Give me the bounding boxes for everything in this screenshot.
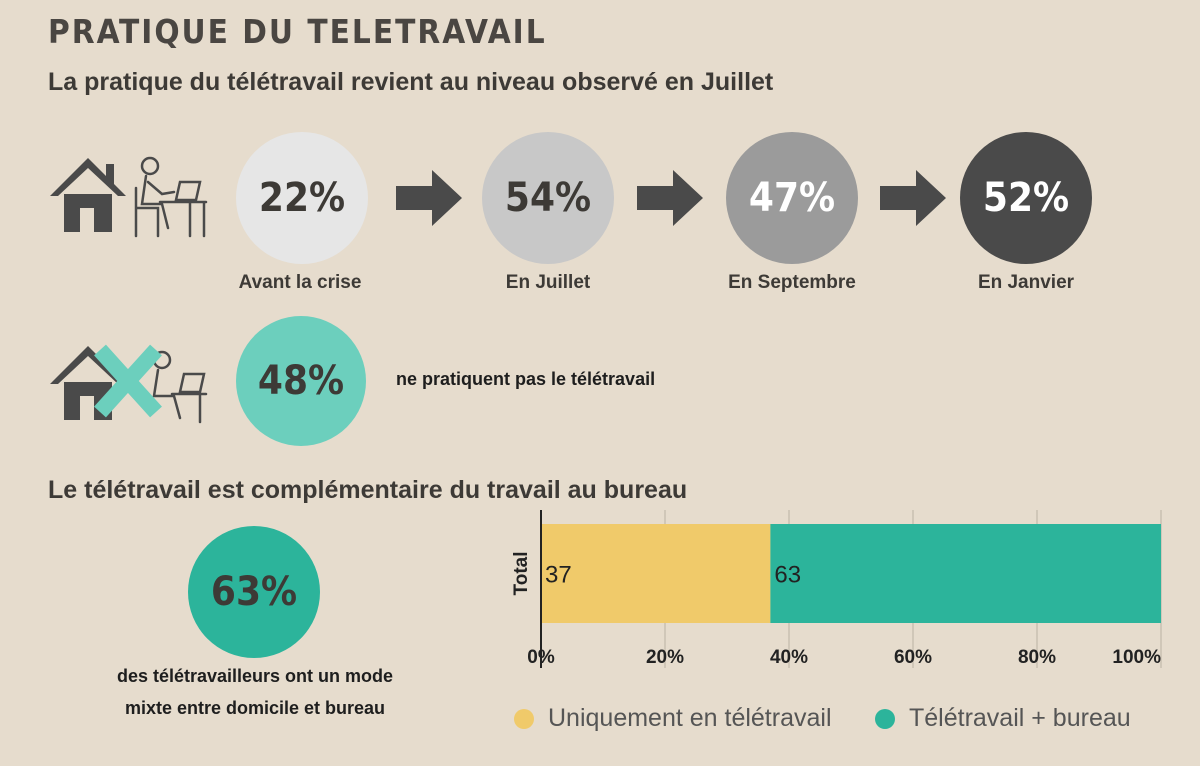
step-circle-0: 22% bbox=[236, 132, 368, 264]
step-circle-2: 47% bbox=[726, 132, 858, 264]
step-circle-1: 54% bbox=[482, 132, 614, 264]
arrow-right-icon bbox=[880, 170, 946, 226]
bar-segment-0 bbox=[541, 524, 771, 623]
non-practice-value: 48% bbox=[257, 358, 345, 404]
category-label-total: Total bbox=[511, 552, 532, 596]
legend-item-0: Uniquement en télétravail bbox=[514, 704, 832, 733]
legend-item-1: Télétravail + bureau bbox=[875, 704, 1131, 733]
legend-label-0: Uniquement en télétravail bbox=[548, 704, 832, 732]
step-label-0: Avant la crise bbox=[238, 272, 362, 293]
legend-swatch-1 bbox=[875, 708, 895, 729]
stacked-bar-chart: 37 63 0% 20% 40% 60% 80% 100% Total bbox=[511, 510, 1162, 668]
x-tick-label: 60% bbox=[894, 647, 932, 668]
x-tick-label: 40% bbox=[770, 647, 808, 668]
non-practice-circle: 48% bbox=[236, 316, 366, 446]
x-tick-label: 100% bbox=[1112, 647, 1161, 668]
legend-swatch-0 bbox=[514, 708, 534, 729]
bar-segment-1 bbox=[770, 524, 1161, 623]
mixed-description-line-1: des télétravailleurs ont un mode bbox=[116, 666, 394, 686]
x-tick-label: 80% bbox=[1018, 647, 1056, 668]
mixed-value: 63% bbox=[210, 569, 298, 615]
mixed-description: des télétravailleurs ont un mode mixte e… bbox=[70, 660, 440, 724]
step-label-3: En Janvier bbox=[977, 272, 1075, 293]
bar-value-label-0: 37 bbox=[545, 562, 572, 589]
step-label-2: En Septembre bbox=[728, 272, 856, 293]
step-value-0: 22% bbox=[258, 175, 346, 221]
mixed-description-line-2: mixte entre domicile et bureau bbox=[124, 698, 386, 718]
step-label-1: En Juillet bbox=[505, 272, 591, 293]
x-tick-label: 20% bbox=[646, 647, 684, 668]
step-value-1: 54% bbox=[504, 175, 592, 221]
page-title: PRATIQUE DU TELETRAVAIL bbox=[48, 12, 547, 51]
step-value-2: 47% bbox=[748, 175, 836, 221]
section-subtitle-practice: La pratique du télétravail revient au ni… bbox=[48, 68, 774, 96]
section-subtitle-complementary: Le télétravail est complémentaire du tra… bbox=[48, 476, 688, 504]
arrow-right-icon bbox=[396, 170, 462, 226]
bar-value-label-1: 63 bbox=[774, 562, 801, 589]
non-practice-text: ne pratiquent pas le télétravail bbox=[396, 369, 656, 389]
mixed-circle: 63% bbox=[188, 526, 320, 658]
no-telework-icon bbox=[50, 344, 208, 424]
arrow-right-icon bbox=[637, 170, 703, 226]
legend-label-1: Télétravail + bureau bbox=[909, 704, 1131, 732]
house-desk-icon bbox=[50, 156, 208, 238]
step-value-3: 52% bbox=[982, 175, 1070, 221]
step-circle-3: 52% bbox=[960, 132, 1092, 264]
